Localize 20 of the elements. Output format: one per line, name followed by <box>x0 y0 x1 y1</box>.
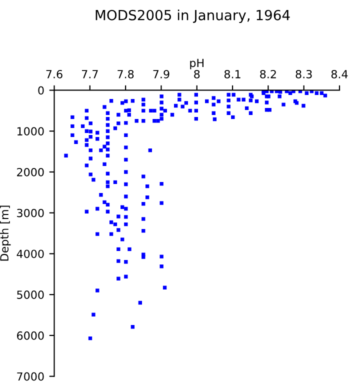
chart-title: MODS2005 in January, 1964 <box>96 10 290 24</box>
y-tick-label: 0 <box>38 86 44 95</box>
x-tick-label: 7.9 <box>153 70 170 78</box>
y-tick-label: 6000 <box>17 331 44 340</box>
y-tick-label: 5000 <box>17 290 44 299</box>
x-tick-label: 8.1 <box>224 70 240 78</box>
y-tick-label: 3000 <box>17 208 44 218</box>
x-tick-label: 8.2 <box>260 70 276 78</box>
x-tick-label: 8 <box>194 70 200 78</box>
x-tick-label: 7.8 <box>118 70 134 78</box>
x-tick-label: 8.4 <box>331 70 348 78</box>
x-tick-label: 7.7 <box>82 70 98 78</box>
x-axis-title: pH <box>190 58 204 70</box>
y-tick-label: 7000 <box>17 372 44 381</box>
y-tick-label: 2000 <box>17 168 44 176</box>
y-tick-label: 1000 <box>17 127 44 136</box>
y-tick-label: 4000 <box>16 250 44 258</box>
x-tick-label: 8.3 <box>296 70 312 78</box>
x-tick-label: 7.6 <box>46 70 62 78</box>
y-axis-title: Depth [m] <box>0 206 11 261</box>
